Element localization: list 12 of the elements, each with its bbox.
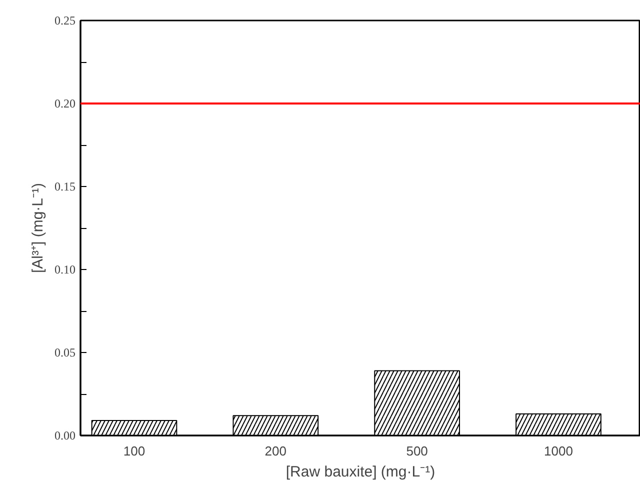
y-tick-label: 0.20 bbox=[54, 96, 76, 110]
x-tick-label: 100 bbox=[123, 444, 146, 458]
y-tick-label: 0.05 bbox=[54, 346, 76, 360]
y-tick-label: 0.15 bbox=[54, 180, 76, 194]
y-tick-label: 0.00 bbox=[54, 428, 76, 442]
x-tick-label: 200 bbox=[264, 444, 287, 458]
y-tick-label: 0.25 bbox=[54, 14, 76, 28]
x-tick-label: 500 bbox=[406, 444, 428, 458]
y-tick-label: 0.10 bbox=[54, 262, 76, 276]
y-axis-title: [Al³⁺] (mg·L⁻¹) bbox=[30, 183, 46, 273]
x-tick-label: 1000 bbox=[544, 444, 573, 458]
x-axis-title: [Raw bauxite] (mg·L⁻¹) bbox=[286, 464, 436, 480]
